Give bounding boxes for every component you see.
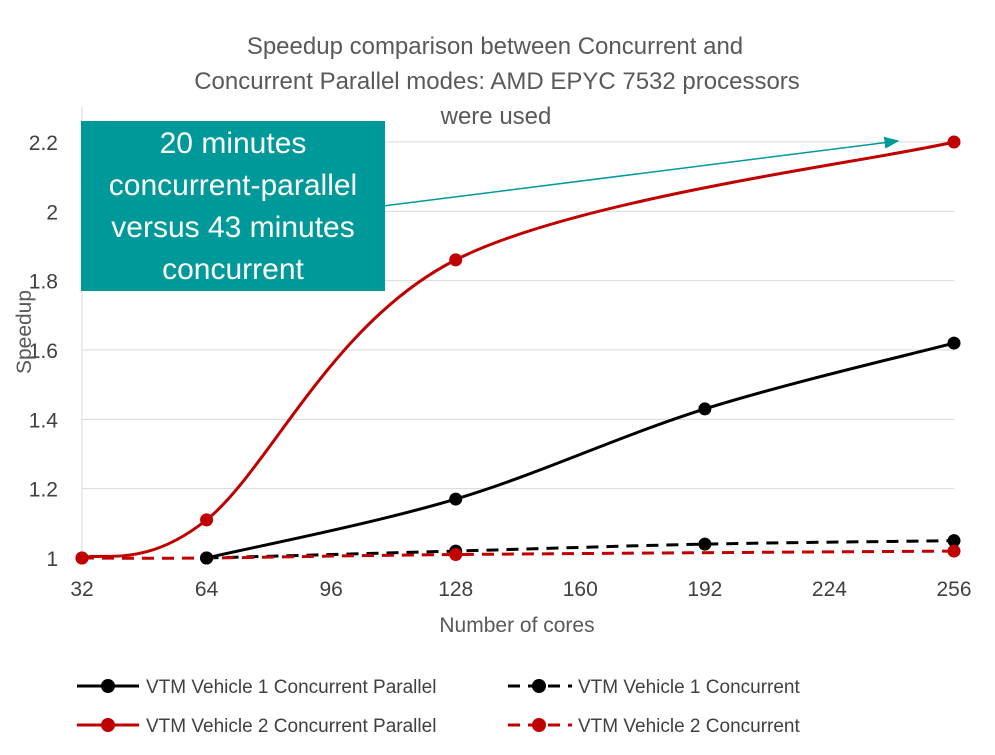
y-axis-label: Speedup xyxy=(13,290,36,374)
legend-item-v2-concurrent-parallel: VTM Vehicle 2 Concurrent Parallel xyxy=(77,716,436,737)
series-v1-concurrent-parallel xyxy=(200,336,961,565)
x-tick-label: 160 xyxy=(563,578,598,601)
y-tick-label: 1 xyxy=(46,548,58,571)
chart-title-line-2: Concurrent Parallel modes: AMD EPYC 7532… xyxy=(194,68,800,95)
x-tick-label: 256 xyxy=(936,578,971,601)
data-point xyxy=(449,253,463,267)
series-v1-concurrent xyxy=(200,534,961,565)
legend: VTM Vehicle 1 Concurrent Parallel VTM Ve… xyxy=(77,677,800,737)
annotation-line-1: 20 minutes xyxy=(160,127,307,160)
data-point xyxy=(698,537,712,551)
y-tick-label: 2 xyxy=(46,201,58,224)
data-point xyxy=(200,551,214,565)
legend-swatch-marker xyxy=(532,718,546,732)
chart-title-line-1: Speedup comparison between Concurrent an… xyxy=(247,33,743,60)
series-line xyxy=(81,140,955,560)
x-tick-label: 192 xyxy=(687,578,722,601)
y-tick-labels: 1 1.2 1.4 1.6 1.8 2 2.2 xyxy=(29,132,59,571)
x-tick-label: 96 xyxy=(319,578,342,601)
x-tick-labels: 32 64 96 128 160 192 224 256 xyxy=(70,578,971,601)
x-tick-label: 224 xyxy=(812,578,847,601)
annotation-line-2: concurrent-parallel xyxy=(109,169,357,202)
legend-swatch-marker xyxy=(532,679,546,693)
legend-swatch-marker xyxy=(101,718,115,732)
y-tick-label: 1.2 xyxy=(29,479,58,502)
data-point xyxy=(200,513,214,527)
legend-item-v1-concurrent: VTM Vehicle 1 Concurrent xyxy=(508,677,800,698)
chart-title-line-3: were used xyxy=(440,103,552,130)
x-tick-label: 128 xyxy=(438,578,473,601)
legend-label: VTM Vehicle 2 Concurrent Parallel xyxy=(146,716,436,737)
data-point xyxy=(947,534,961,548)
data-point xyxy=(449,492,463,506)
x-tick-label: 64 xyxy=(195,578,219,601)
series-line xyxy=(206,341,955,560)
annotation-box xyxy=(81,121,385,291)
data-point xyxy=(698,402,712,416)
legend-label: VTM Vehicle 1 Concurrent Parallel xyxy=(146,677,436,698)
y-tick-label: 2.2 xyxy=(29,132,58,155)
legend-swatch-marker xyxy=(101,679,115,693)
series-layer xyxy=(75,135,961,565)
annotation-arrow xyxy=(382,136,900,207)
y-tick-label: 1.6 xyxy=(29,340,58,363)
data-point xyxy=(449,548,463,562)
legend-item-v1-concurrent-parallel: VTM Vehicle 1 Concurrent Parallel xyxy=(77,677,436,698)
x-axis-label: Number of cores xyxy=(439,614,594,637)
legend-label: VTM Vehicle 2 Concurrent xyxy=(578,716,800,737)
data-point xyxy=(947,336,961,350)
y-tick-label: 1.4 xyxy=(29,409,59,432)
x-tick-label: 32 xyxy=(70,578,93,601)
annotation-line-4: concurrent xyxy=(162,253,304,286)
series-v2-concurrent-parallel xyxy=(75,135,961,565)
series-line xyxy=(206,539,955,560)
legend-item-v2-concurrent: VTM Vehicle 2 Concurrent xyxy=(508,716,800,737)
legend-label: VTM Vehicle 1 Concurrent xyxy=(578,677,800,698)
y-tick-label: 1.8 xyxy=(29,271,58,294)
data-point xyxy=(75,551,89,565)
data-point xyxy=(947,544,961,558)
data-point xyxy=(947,135,961,149)
annotation-line-3: versus 43 minutes xyxy=(111,211,354,244)
